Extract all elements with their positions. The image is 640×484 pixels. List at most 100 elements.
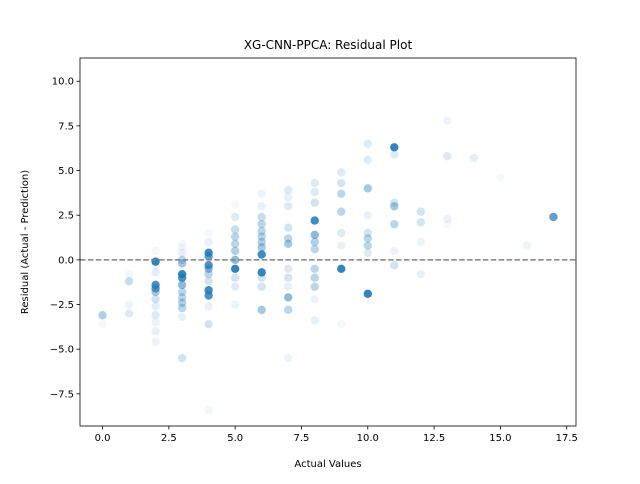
data-point: [443, 116, 452, 125]
data-point: [284, 234, 293, 243]
data-point: [284, 223, 293, 232]
y-tick-label: −7.5: [50, 389, 74, 400]
data-point: [124, 300, 134, 309]
data-point: [363, 155, 372, 165]
data-point: [124, 277, 134, 286]
data-point: [204, 319, 213, 329]
data-point: [496, 173, 505, 182]
data-point: [230, 273, 240, 282]
y-tick-label: 10.0: [52, 77, 74, 88]
data-point: [257, 268, 266, 277]
data-point: [363, 234, 372, 243]
data-point: [151, 261, 160, 270]
data-point: [284, 202, 293, 211]
x-tick-label: 10.0: [357, 433, 379, 444]
data-point: [177, 312, 187, 322]
data-point: [98, 311, 107, 320]
data-point: [443, 152, 452, 161]
data-point: [390, 143, 399, 152]
data-point: [284, 282, 293, 291]
data-point: [310, 178, 319, 188]
data-point: [363, 289, 372, 299]
data-point: [416, 207, 426, 216]
data-point: [310, 198, 319, 207]
data-point: [257, 243, 266, 252]
data-point: [204, 252, 213, 261]
data-point: [522, 241, 532, 250]
y-tick-label: −2.5: [50, 300, 74, 311]
data-point: [177, 298, 187, 307]
data-point: [310, 282, 319, 291]
data-point: [390, 198, 399, 207]
data-point: [337, 319, 346, 329]
y-axis-ticks: −7.5 −5.0 −2.5 0.0 2.5 5.0 7.5 10.0: [50, 77, 80, 400]
data-point: [177, 243, 187, 252]
data-point: [204, 302, 213, 311]
data-point: [204, 291, 213, 300]
y-axis-label: Residual (Actual - Prediction): [20, 170, 31, 314]
data-point: [310, 216, 319, 225]
data-point: [337, 241, 346, 250]
y-tick-label: 5.0: [58, 166, 74, 177]
plot-frame: [79, 57, 577, 427]
data-point: [284, 353, 293, 363]
data-point: [257, 237, 266, 247]
data-point: [284, 239, 293, 248]
data-point: [390, 246, 399, 256]
x-tick-label: 2.5: [161, 433, 177, 444]
data-point: [337, 178, 346, 188]
data-point: [230, 246, 240, 256]
data-point: [337, 228, 346, 238]
data-point: [151, 287, 160, 297]
data-point: [310, 244, 319, 254]
data-point: [257, 227, 266, 236]
x-axis-ticks: 0.0 2.5 5.0 7.5 10.0 12.5 15.0 17.5: [95, 426, 578, 444]
data-point: [549, 212, 558, 222]
data-point: [337, 168, 346, 177]
data-point: [204, 277, 213, 286]
data-point: [204, 237, 213, 247]
data-point: [416, 237, 426, 247]
x-axis-label: Actual Values: [294, 459, 361, 470]
data-point: [416, 269, 426, 279]
data-point: [177, 248, 187, 257]
x-tick-label: 0.0: [95, 433, 111, 444]
data-point: [337, 189, 346, 198]
data-point: [257, 305, 266, 315]
x-tick-label: 15.0: [489, 433, 511, 444]
data-point: [151, 302, 160, 311]
data-point: [177, 287, 187, 297]
data-point: [177, 303, 187, 313]
data-point: [284, 193, 293, 202]
y-tick-label: 2.5: [58, 211, 74, 222]
data-point: [310, 230, 319, 240]
data-point: [124, 269, 134, 279]
data-point: [416, 218, 426, 227]
data-point: [284, 273, 293, 282]
data-point: [363, 211, 372, 220]
data-point: [177, 273, 187, 282]
data-point: [443, 219, 452, 229]
data-point: [363, 184, 372, 193]
data-point: [257, 273, 266, 282]
y-tick-label: 7.5: [58, 121, 74, 132]
data-point: [151, 268, 160, 277]
data-point: [151, 284, 160, 293]
x-tick-label: 12.5: [423, 433, 445, 444]
data-point: [151, 318, 160, 327]
data-point: [257, 202, 266, 211]
data-point: [390, 219, 399, 229]
data-point: [337, 207, 346, 216]
data-point: [363, 241, 372, 250]
data-point: [177, 280, 187, 290]
data-point: [310, 273, 319, 282]
data-point: [257, 250, 266, 259]
x-tick-label: 17.5: [556, 433, 578, 444]
data-point: [337, 264, 346, 273]
data-point: [230, 225, 240, 234]
data-point: [151, 311, 160, 320]
data-point: [284, 293, 293, 302]
data-point: [310, 294, 319, 304]
